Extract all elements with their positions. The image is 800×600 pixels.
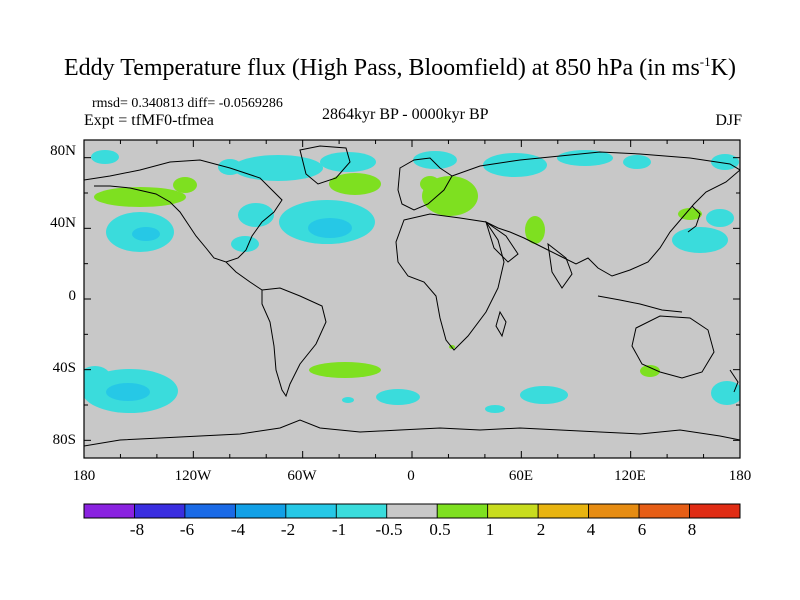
anomaly-region [557, 150, 613, 166]
colorbar-label: -2 [280, 520, 296, 539]
anomaly-region [94, 187, 186, 207]
anomaly-region [640, 365, 660, 377]
colorbar-box [689, 503, 741, 519]
japan-coast [687, 205, 701, 233]
colorbar-label: 4 [586, 520, 596, 539]
anomaly-region [706, 209, 734, 227]
experiment-label: Expt = tfMF0-tfmea [84, 112, 214, 129]
colorbar-box [638, 503, 690, 519]
central-america-coast [225, 261, 263, 291]
new-zealand-coast [729, 369, 739, 393]
colorbar-label: 1 [485, 520, 495, 539]
coastlines [84, 145, 740, 447]
indonesia-coast [597, 295, 683, 313]
colorbar-box [436, 503, 489, 519]
anomaly-region [173, 177, 197, 193]
australia-coast [631, 315, 715, 379]
anomaly-region [308, 218, 352, 238]
colorbar-label: -8 [129, 520, 145, 539]
greenland-coast [299, 145, 351, 185]
anomaly-region [233, 155, 323, 181]
colorbar-frame [83, 503, 741, 519]
anomaly-region [320, 152, 376, 172]
x-tick-label: 60E [508, 468, 534, 484]
arabia-coast [485, 220, 519, 263]
y-tick-label: 80S [52, 432, 76, 448]
anomaly-region [520, 386, 568, 404]
colorbar-label: -0.5 [375, 520, 403, 539]
anomaly-region [420, 176, 440, 192]
period-label: 2864kyr BP - 0000kyr BP [322, 106, 489, 123]
south-america-coast [261, 287, 327, 398]
africa-coast [395, 213, 505, 351]
anomaly-region [342, 397, 354, 403]
colorbar-box [285, 503, 337, 519]
antarctica-coast [84, 419, 740, 447]
madagascar-coast [495, 310, 507, 338]
anomaly-region [413, 151, 457, 169]
colorbar-box [537, 503, 590, 519]
anomaly-region [238, 203, 274, 227]
anomaly-region [485, 405, 505, 413]
colorbar-label: 6 [637, 520, 647, 539]
anomaly-region [483, 153, 547, 177]
asia-coast [451, 151, 740, 277]
anomaly-region [623, 155, 651, 169]
x-tick-label: 180 [728, 468, 752, 484]
anomaly-region [329, 173, 381, 195]
colorbar-label: 2 [536, 520, 546, 539]
anomaly-region [91, 150, 119, 164]
anomaly-region [132, 227, 160, 241]
colorbar-box [134, 503, 186, 519]
anomaly-region [376, 389, 420, 405]
colorbar-box [184, 503, 236, 519]
y-tick-label: 80N [50, 143, 76, 159]
anomaly-region [84, 366, 111, 390]
axis-ticks [83, 140, 741, 458]
anomaly-region [678, 208, 702, 220]
season-label: DJF [715, 112, 742, 129]
x-tick-label: 0 [407, 468, 415, 484]
colorbar-label: -4 [230, 520, 246, 539]
anomaly-region [106, 383, 150, 401]
y-tick-label: 0 [68, 288, 77, 304]
map-title: Eddy Temperature flux (High Pass, Bloomf… [64, 54, 736, 81]
colorbar-box [487, 503, 539, 519]
y-tick-label: 40S [52, 360, 76, 376]
europe-coast [397, 157, 453, 211]
x-tick-label: 120W [174, 468, 212, 484]
anomaly-region [672, 227, 728, 253]
anomaly-region [711, 381, 740, 405]
plot-background [84, 140, 740, 458]
colorbar-label: 0.5 [429, 520, 451, 539]
colorbar-box [335, 503, 388, 519]
colorbar-label: 8 [687, 520, 697, 539]
anomaly-region [525, 216, 545, 244]
colorbar-box [386, 503, 438, 519]
colorbar-label: -1 [331, 520, 347, 539]
colorbar-box [588, 503, 640, 519]
colorbar-label: -6 [179, 520, 195, 539]
anomaly-region [231, 236, 259, 252]
north-america-coast [84, 159, 283, 263]
colorbar-box [234, 503, 287, 519]
anomaly-region [711, 154, 739, 170]
x-tick-label: 120E [614, 468, 646, 484]
x-tick-label: 180 [72, 468, 96, 484]
anomaly-contours [84, 150, 740, 413]
y-tick-label: 40N [50, 215, 76, 231]
colorbar [83, 503, 741, 519]
rmsd-diff-stats: rmsd= 0.340813 diff= -0.0569286 [92, 96, 283, 111]
colorbar-box [83, 503, 135, 519]
anomaly-region [309, 362, 381, 378]
x-tick-label: 60W [287, 468, 317, 484]
india-coast [547, 242, 573, 289]
